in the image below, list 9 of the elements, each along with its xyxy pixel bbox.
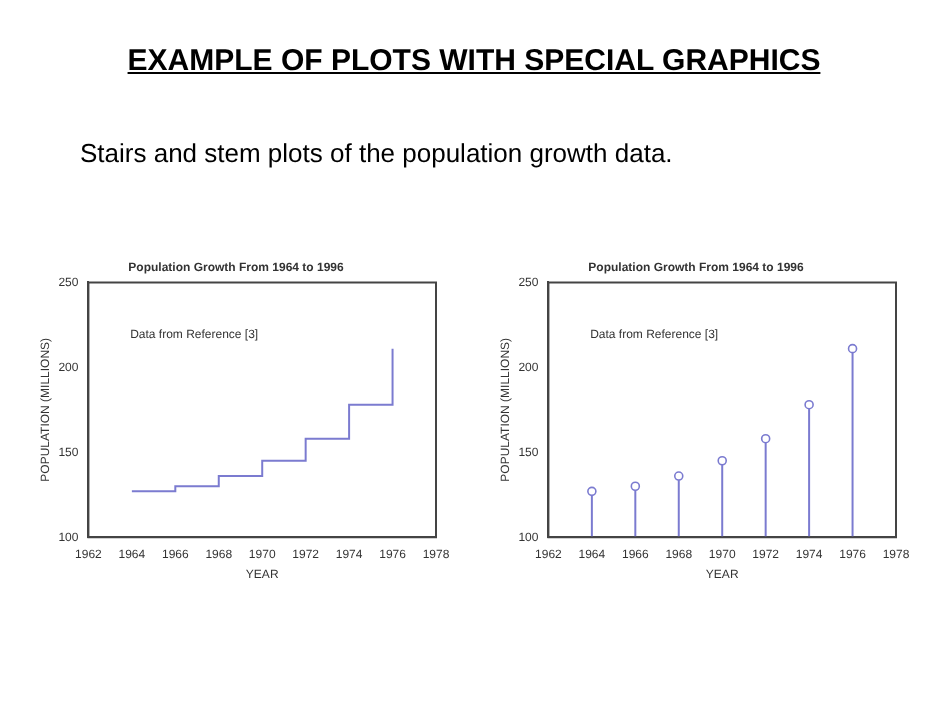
point <box>804 399 814 410</box>
point <box>760 433 771 444</box>
point <box>673 471 684 481</box>
point <box>717 455 728 466</box>
point <box>847 343 858 354</box>
text: EXAMPLE OF PLOTS WITH SPECIAL GRAPHICS <box>125 44 823 78</box>
point <box>630 481 641 492</box>
point <box>587 486 597 497</box>
text: Stairs and stem plots of the population growth data. <box>80 138 673 168</box>
